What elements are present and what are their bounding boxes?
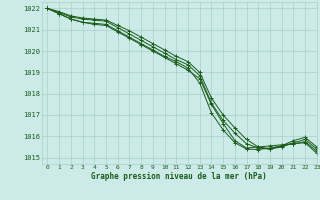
X-axis label: Graphe pression niveau de la mer (hPa): Graphe pression niveau de la mer (hPa) — [91, 172, 267, 181]
